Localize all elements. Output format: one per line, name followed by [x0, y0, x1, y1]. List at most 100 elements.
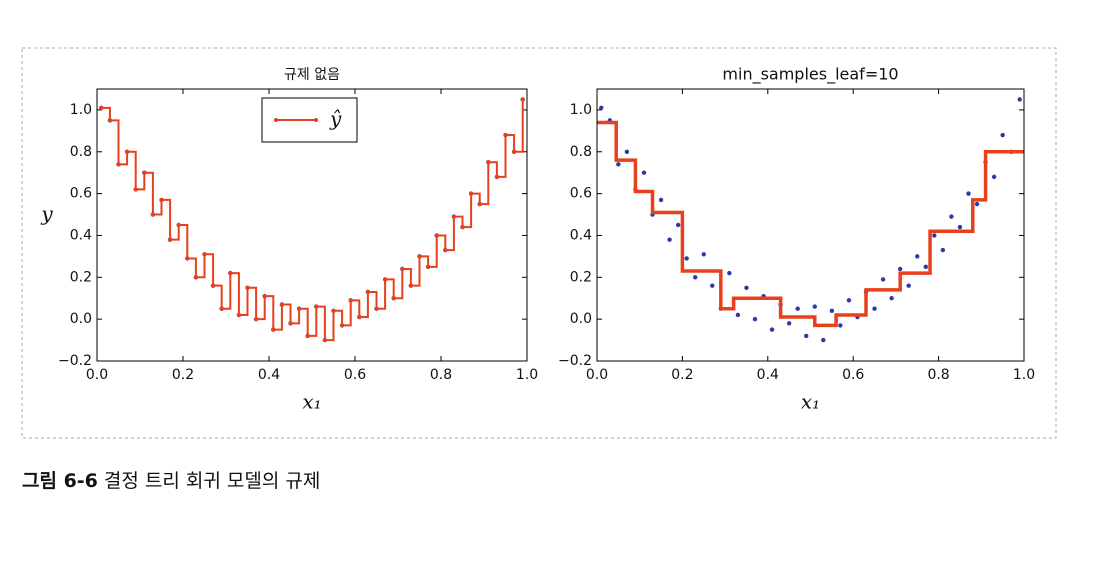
line-marker	[116, 162, 121, 167]
point	[949, 214, 954, 219]
point	[897, 266, 903, 272]
line-marker	[460, 225, 465, 230]
point	[701, 252, 706, 257]
line-marker	[202, 252, 207, 257]
line-marker	[125, 149, 130, 154]
line-marker	[193, 275, 198, 280]
point	[829, 308, 835, 313]
x-tick-label: 0.8	[430, 367, 452, 383]
line-marker	[451, 214, 456, 219]
point	[957, 224, 963, 230]
point	[804, 333, 809, 339]
x-axis-label: x₁	[801, 390, 820, 414]
x-tick-label: 0.2	[671, 367, 693, 383]
chart-title: min_samples_leaf=10	[722, 65, 898, 85]
line-marker	[469, 191, 474, 196]
line-marker	[314, 304, 319, 309]
x-tick-label: 0.6	[344, 367, 366, 383]
point	[786, 321, 792, 326]
x-tick-label: 1.0	[1013, 367, 1035, 383]
line-marker	[228, 271, 233, 276]
line-marker	[477, 202, 482, 207]
point	[641, 170, 647, 175]
line-marker	[322, 338, 327, 343]
line-marker	[331, 308, 336, 313]
point	[693, 275, 698, 280]
line-marker	[426, 264, 431, 269]
line-marker	[262, 294, 267, 299]
line-marker	[357, 315, 362, 320]
x-tick-label: 0.0	[586, 367, 608, 383]
point	[821, 337, 826, 343]
point	[812, 304, 817, 309]
point	[923, 264, 928, 270]
point	[932, 233, 937, 238]
point	[658, 197, 664, 203]
y-tick-label: −0.2	[558, 353, 592, 369]
line-marker	[279, 302, 284, 307]
caption-text: 결정 트리 회귀 모델의 규제	[104, 470, 320, 492]
point	[906, 283, 911, 288]
point	[1017, 97, 1022, 102]
line-marker	[417, 254, 422, 259]
x-axis-label: x₁	[302, 390, 321, 414]
line-marker	[494, 174, 499, 179]
line-marker	[340, 323, 345, 328]
x-tick-label: 0.2	[172, 367, 194, 383]
point	[880, 277, 886, 282]
line-marker	[288, 321, 293, 326]
y-tick-label: 1.0	[70, 102, 92, 118]
x-tick-label: 0.4	[258, 367, 280, 383]
point	[675, 222, 681, 228]
line-marker	[176, 223, 181, 227]
y-tick-label: 0.0	[70, 311, 92, 327]
line-marker	[236, 312, 241, 317]
line-marker	[348, 298, 353, 303]
point	[727, 270, 732, 276]
x-tick-label: 0.4	[757, 367, 779, 383]
line-marker	[374, 306, 379, 311]
y-tick-label: 0.2	[570, 269, 592, 285]
line-marker	[512, 149, 517, 154]
point	[991, 174, 997, 180]
line-marker	[211, 283, 216, 288]
line-marker	[400, 266, 405, 271]
point	[684, 256, 689, 261]
point	[795, 306, 800, 311]
point	[974, 201, 980, 207]
point	[667, 237, 672, 242]
point	[915, 254, 920, 259]
y-tick-label: 0.8	[570, 144, 592, 160]
line-marker	[254, 317, 259, 322]
y-tick-label: 0.4	[570, 227, 592, 243]
y-tick-label: 1.0	[570, 102, 592, 118]
line-marker	[150, 212, 155, 217]
chart-title: 규제 없음	[284, 67, 340, 83]
line-marker	[503, 133, 508, 138]
legend-marker	[314, 118, 318, 122]
x-tick-label: 0.6	[842, 367, 864, 383]
point	[872, 306, 877, 311]
y-tick-label: 0.8	[70, 144, 92, 160]
caption: 그림 6-6 결정 트리 회귀 모델의 규제	[22, 470, 320, 492]
plot-frame	[596, 88, 1025, 362]
line-marker	[305, 333, 310, 338]
y-tick-label: 0.0	[570, 311, 592, 327]
x-tick-label: 1.0	[516, 367, 538, 383]
point	[889, 296, 894, 301]
point	[616, 162, 621, 167]
point	[940, 247, 946, 253]
point	[846, 298, 852, 303]
figure-border	[21, 47, 1057, 439]
step-line	[597, 120, 1024, 328]
point	[1000, 132, 1005, 138]
point	[624, 149, 630, 154]
line-marker	[159, 197, 164, 202]
legend-label: ŷ	[329, 107, 342, 131]
point	[769, 327, 775, 332]
y-axis-label: y	[40, 202, 53, 226]
line-marker	[219, 306, 224, 311]
line-marker	[142, 170, 147, 175]
line-marker	[520, 97, 525, 102]
